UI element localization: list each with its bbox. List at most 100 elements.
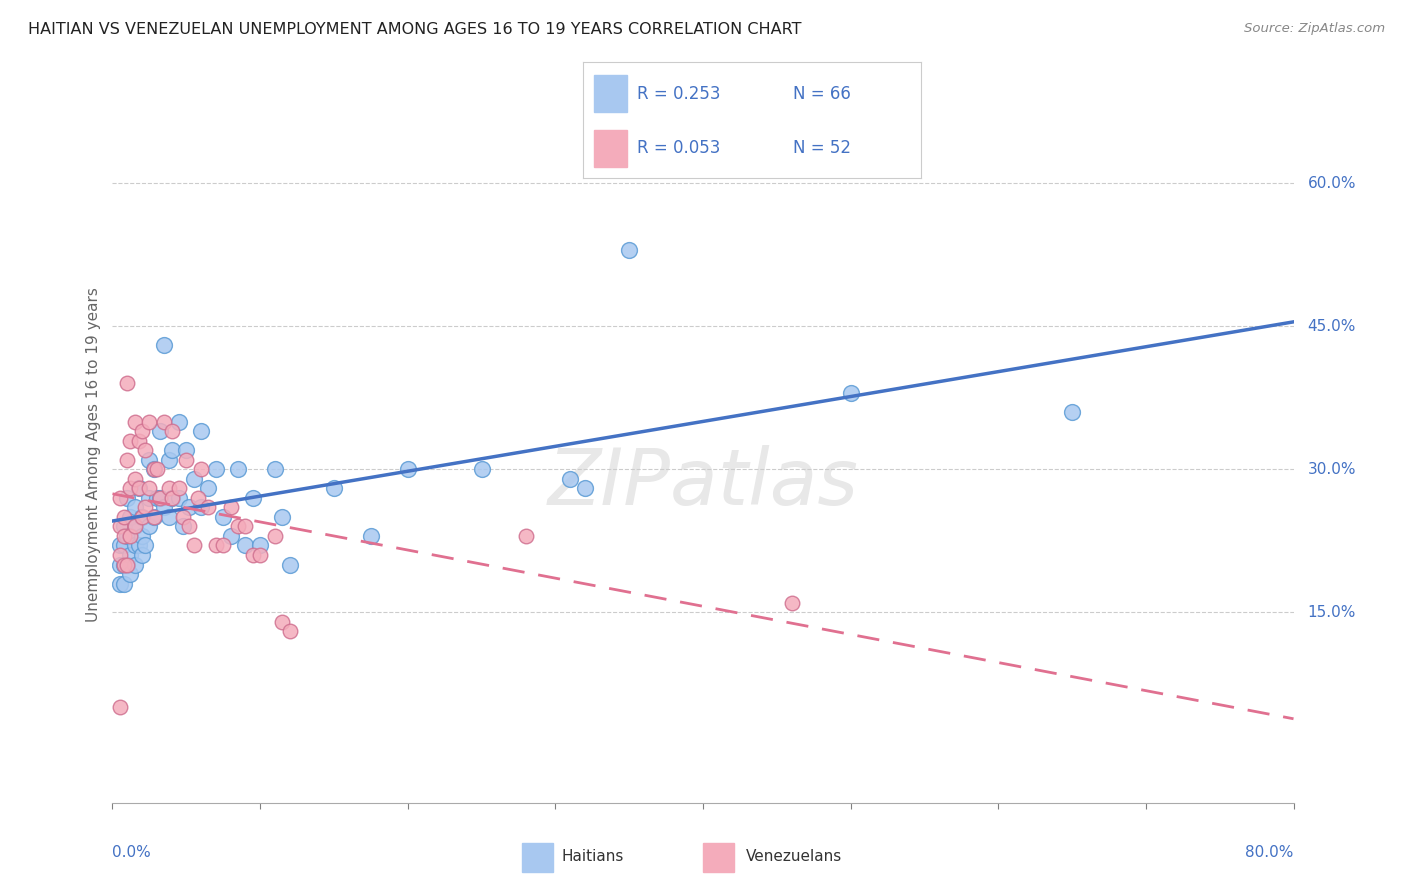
Point — [183, 539, 205, 553]
Point — [515, 529, 537, 543]
Point — [128, 481, 150, 495]
Point — [108, 558, 131, 572]
Point — [124, 519, 146, 533]
Point — [190, 500, 212, 515]
Text: 0.0%: 0.0% — [112, 845, 152, 860]
Point — [197, 481, 219, 495]
Point — [131, 529, 153, 543]
Point — [157, 509, 180, 524]
Point — [205, 539, 228, 553]
Point — [146, 491, 169, 505]
Text: 30.0%: 30.0% — [1308, 462, 1357, 476]
Point — [160, 443, 183, 458]
Point — [153, 338, 176, 352]
Point — [174, 452, 197, 467]
Point — [124, 558, 146, 572]
Text: N = 52: N = 52 — [793, 139, 851, 157]
Y-axis label: Unemployment Among Ages 16 to 19 years: Unemployment Among Ages 16 to 19 years — [86, 287, 101, 623]
Point — [117, 491, 138, 505]
Point — [197, 500, 219, 515]
Point — [142, 462, 165, 476]
Point — [128, 481, 150, 495]
Point — [619, 243, 641, 257]
Point — [360, 529, 382, 543]
Point — [108, 491, 131, 505]
Point — [160, 424, 183, 438]
Bar — [703, 843, 734, 872]
Point — [264, 462, 287, 476]
Point — [108, 548, 131, 562]
Point — [323, 481, 346, 495]
Point — [1062, 405, 1084, 419]
Point — [117, 376, 138, 391]
Point — [131, 424, 153, 438]
Point — [138, 415, 160, 429]
Text: Venezuelans: Venezuelans — [747, 849, 842, 863]
Point — [124, 500, 146, 515]
Point — [271, 509, 294, 524]
Point — [167, 491, 190, 505]
Point — [124, 539, 146, 553]
Point — [120, 434, 142, 448]
Point — [278, 558, 301, 572]
Bar — [593, 75, 627, 112]
Point — [172, 509, 194, 524]
Text: 45.0%: 45.0% — [1308, 318, 1355, 334]
Point — [205, 462, 228, 476]
Point — [249, 539, 271, 553]
Point — [190, 424, 212, 438]
Text: ZIPatlas: ZIPatlas — [547, 445, 859, 521]
Point — [112, 558, 135, 572]
Point — [112, 539, 135, 553]
Point — [149, 424, 172, 438]
Point — [142, 509, 165, 524]
Text: R = 0.253: R = 0.253 — [637, 85, 721, 103]
Point — [219, 500, 242, 515]
Point — [138, 519, 160, 533]
Point — [124, 472, 146, 486]
Point — [134, 500, 156, 515]
Bar — [593, 129, 627, 167]
Text: Haitians: Haitians — [561, 849, 624, 863]
Point — [780, 596, 803, 610]
Point — [183, 472, 205, 486]
Point — [149, 491, 172, 505]
Point — [120, 509, 142, 524]
Text: 15.0%: 15.0% — [1308, 605, 1355, 620]
Point — [124, 415, 146, 429]
Point — [157, 452, 180, 467]
Point — [233, 539, 256, 553]
Point — [226, 462, 249, 476]
Point — [249, 548, 271, 562]
Point — [167, 415, 190, 429]
Point — [396, 462, 419, 476]
Point — [153, 500, 176, 515]
Point — [134, 539, 156, 553]
Text: 80.0%: 80.0% — [1246, 845, 1294, 860]
Point — [117, 558, 138, 572]
Point — [112, 519, 135, 533]
Point — [108, 539, 131, 553]
Text: HAITIAN VS VENEZUELAN UNEMPLOYMENT AMONG AGES 16 TO 19 YEARS CORRELATION CHART: HAITIAN VS VENEZUELAN UNEMPLOYMENT AMONG… — [28, 22, 801, 37]
Point — [108, 519, 131, 533]
Point — [470, 462, 494, 476]
Point — [574, 481, 596, 495]
Point — [131, 509, 153, 524]
Point — [167, 481, 190, 495]
Point — [242, 491, 264, 505]
Point — [179, 500, 201, 515]
Bar — [522, 843, 554, 872]
Point — [142, 509, 165, 524]
Point — [264, 529, 287, 543]
Point — [117, 529, 138, 543]
Point — [108, 700, 131, 714]
Point — [187, 491, 209, 505]
Point — [124, 519, 146, 533]
Point — [271, 615, 294, 629]
Point — [558, 472, 582, 486]
Point — [157, 481, 180, 495]
Point — [120, 548, 142, 562]
Point — [138, 491, 160, 505]
Point — [138, 452, 160, 467]
Point — [120, 567, 142, 582]
